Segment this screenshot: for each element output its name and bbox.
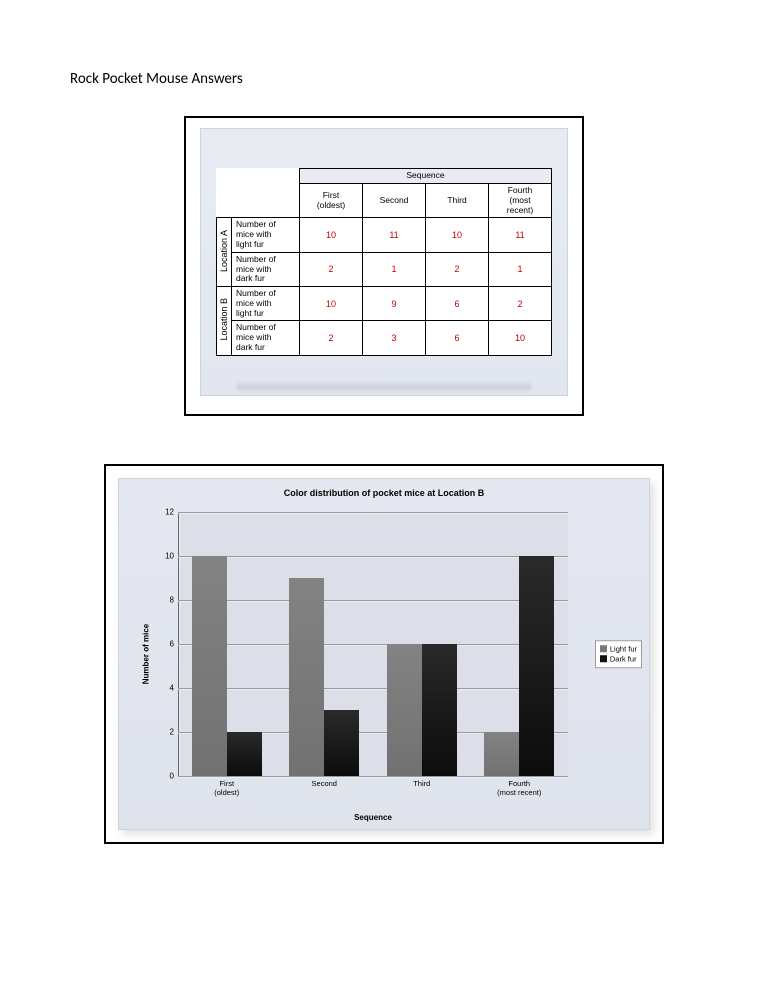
- table-cell: 10: [489, 321, 552, 355]
- chart-bar-light: [289, 578, 324, 776]
- table-row-label: Number ofmice withlight fur: [232, 218, 300, 252]
- legend-label-dark: Dark fur: [610, 654, 637, 664]
- chart-title: Color distribution of pocket mice at Loc…: [118, 488, 650, 498]
- table-cell: 11: [489, 218, 552, 252]
- table-row-label: Number ofmice withlight fur: [232, 287, 300, 321]
- table-column-header: Fourth(mostrecent): [489, 184, 552, 218]
- table-row-label: Number ofmice withdark fur: [232, 321, 300, 355]
- table-row: Location ANumber ofmice withlight fur101…: [217, 218, 552, 252]
- document-page: Rock Pocket Mouse Answers Sequence First…: [0, 0, 768, 844]
- chart-slide: Color distribution of pocket mice at Loc…: [118, 478, 650, 830]
- legend-item-light: Light fur: [600, 644, 637, 654]
- table-cell: 10: [300, 287, 363, 321]
- table-cell: 2: [489, 287, 552, 321]
- table-cell: 2: [300, 321, 363, 355]
- table-location-label: Location A: [217, 218, 232, 287]
- chart-bar-light: [387, 644, 422, 776]
- chart-xtick-label: Second: [312, 776, 337, 789]
- chart-ytick-label: 10: [165, 552, 178, 561]
- table-cell: 9: [363, 287, 426, 321]
- table-slide: Sequence First(oldest)SecondThirdFourth(…: [200, 128, 568, 396]
- table-cell: 1: [363, 252, 426, 286]
- chart-ytick-label: 12: [165, 508, 178, 517]
- table-cell: 2: [300, 252, 363, 286]
- table-location-label: Location B: [217, 287, 232, 356]
- chart-gridline: [178, 600, 568, 601]
- table-cell: 11: [363, 218, 426, 252]
- legend-item-dark: Dark fur: [600, 654, 637, 664]
- chart-legend: Light fur Dark fur: [595, 640, 642, 668]
- legend-swatch-dark: [600, 655, 607, 662]
- page-title: Rock Pocket Mouse Answers: [70, 70, 698, 88]
- chart-bar-light: [484, 732, 519, 776]
- chart-xtick-label: Third: [413, 776, 430, 789]
- legend-swatch-light: [600, 646, 607, 653]
- chart-ytick-label: 4: [170, 684, 178, 693]
- chart-bar-dark: [324, 710, 359, 776]
- chart-gridline: [178, 556, 568, 557]
- chart-plot-area: 024681012First (oldest)SecondThirdFourth…: [178, 512, 568, 776]
- chart-xtick-label: First (oldest): [214, 776, 239, 797]
- chart-ylabel: Number of mice: [142, 624, 151, 684]
- table-row: Location BNumber ofmice withlight fur109…: [217, 287, 552, 321]
- chart-gridline: [178, 512, 568, 513]
- table-row-label: Number ofmice withdark fur: [232, 252, 300, 286]
- chart-gridline: [178, 688, 568, 689]
- legend-label-light: Light fur: [610, 644, 637, 654]
- chart-ytick-label: 0: [170, 772, 178, 781]
- table-cell: 10: [300, 218, 363, 252]
- chart-ytick-label: 2: [170, 728, 178, 737]
- table-row: Number ofmice withdark fur2121: [217, 252, 552, 286]
- chart-xtick-label: Fourth (most recent): [497, 776, 541, 797]
- table-cell: 2: [426, 252, 489, 286]
- table-sequence-header: Sequence: [300, 169, 552, 184]
- chart-gridline: [178, 644, 568, 645]
- table-cell: 6: [426, 321, 489, 355]
- chart-bar-dark: [422, 644, 457, 776]
- table-cell: 1: [489, 252, 552, 286]
- chart-bar-light: [192, 556, 227, 776]
- chart-bar-dark: [519, 556, 554, 776]
- chart-ytick-label: 6: [170, 640, 178, 649]
- table-corner: [217, 169, 300, 218]
- chart-xlabel: Sequence: [178, 813, 568, 822]
- table-row: Number ofmice withdark fur23610: [217, 321, 552, 355]
- table-cell: 10: [426, 218, 489, 252]
- table-column-header: Second: [363, 184, 426, 218]
- table-column-header: First(oldest): [300, 184, 363, 218]
- sequence-table: Sequence First(oldest)SecondThirdFourth(…: [216, 168, 552, 355]
- chart-bar-dark: [227, 732, 262, 776]
- table-cell: 6: [426, 287, 489, 321]
- chart-ytick-label: 8: [170, 596, 178, 605]
- table-figure-frame: Sequence First(oldest)SecondThirdFourth(…: [184, 116, 584, 416]
- table-column-header: Third: [426, 184, 489, 218]
- table-cell: 3: [363, 321, 426, 355]
- chart-figure-frame: Color distribution of pocket mice at Loc…: [104, 464, 664, 844]
